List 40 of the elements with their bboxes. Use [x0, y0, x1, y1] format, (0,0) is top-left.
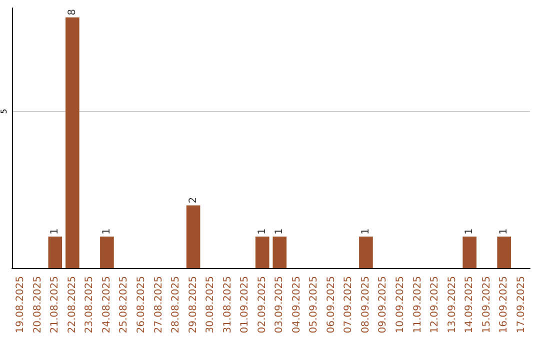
x-tick-label: 07.09.2025 [343, 276, 354, 334]
data-label: 1 [360, 228, 372, 235]
x-tick-label: 23.08.2025 [84, 276, 96, 334]
x-tick-label: 31.08.2025 [222, 276, 234, 334]
x-tick-label: 04.09.2025 [291, 276, 302, 334]
x-tick-label: 13.09.2025 [446, 276, 458, 334]
x-tick-label: 17.09.2025 [516, 276, 527, 334]
data-label: 2 [188, 196, 199, 204]
x-tick-label: 22.08.2025 [66, 276, 78, 334]
data-label: 1 [498, 228, 510, 235]
x-tick-label: 20.08.2025 [32, 276, 44, 334]
x-tick-label: 24.08.2025 [101, 276, 112, 334]
x-tick-label: 26.08.2025 [136, 276, 147, 334]
x-tick-label: 29.08.2025 [188, 276, 199, 334]
x-tick-label: 16.09.2025 [498, 276, 510, 334]
y-tick-label: 5 [0, 108, 8, 114]
x-tick-label: 02.09.2025 [256, 276, 268, 334]
x-tick-label: 21.08.2025 [50, 276, 61, 334]
data-label: 1 [274, 228, 286, 235]
x-tick-label: 06.09.2025 [326, 276, 337, 334]
data-label: 1 [50, 228, 61, 235]
x-tick-label: 05.09.2025 [308, 276, 320, 334]
data-label: 1 [464, 228, 476, 235]
x-tick-label: 03.09.2025 [274, 276, 286, 334]
x-tick-label: 11.09.2025 [412, 276, 424, 334]
x-tick-label: 15.09.2025 [481, 276, 492, 334]
x-tick-label: 30.08.2025 [205, 276, 216, 334]
data-label: 8 [66, 9, 78, 16]
x-tick-label: 27.08.2025 [153, 276, 164, 334]
data-label: 1 [101, 228, 112, 235]
data-label: 1 [256, 228, 268, 235]
x-tick-label: 25.08.2025 [118, 276, 130, 334]
x-tick-label: 19.08.2025 [15, 276, 26, 334]
x-tick-label: 12.09.2025 [430, 276, 441, 334]
x-tick-label: 14.09.2025 [464, 276, 476, 334]
x-tick-label: 01.09.2025 [240, 276, 251, 334]
x-tick-label: 08.09.2025 [360, 276, 372, 334]
x-tick-label: 28.08.2025 [170, 276, 182, 334]
x-tick-label: 09.09.2025 [378, 276, 389, 334]
x-tick-label: 10.09.2025 [395, 276, 406, 334]
